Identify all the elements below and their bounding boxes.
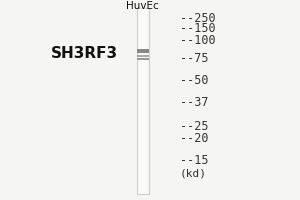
FancyBboxPatch shape — [136, 55, 148, 57]
Text: --37: --37 — [180, 96, 208, 108]
Text: --15: --15 — [180, 154, 208, 168]
Text: SH3RF3: SH3RF3 — [50, 46, 118, 62]
FancyBboxPatch shape — [136, 58, 148, 60]
FancyBboxPatch shape — [136, 8, 148, 194]
Text: --150: --150 — [180, 22, 216, 36]
Text: --75: --75 — [180, 52, 208, 66]
Text: --250: --250 — [180, 11, 216, 24]
Text: HuvEc: HuvEc — [126, 1, 159, 11]
Text: --20: --20 — [180, 132, 208, 146]
FancyBboxPatch shape — [139, 8, 146, 194]
FancyBboxPatch shape — [136, 49, 148, 53]
Text: --25: --25 — [180, 120, 208, 134]
Text: --100: --100 — [180, 34, 216, 47]
Text: (kd): (kd) — [180, 168, 207, 178]
Text: --50: --50 — [180, 74, 208, 88]
